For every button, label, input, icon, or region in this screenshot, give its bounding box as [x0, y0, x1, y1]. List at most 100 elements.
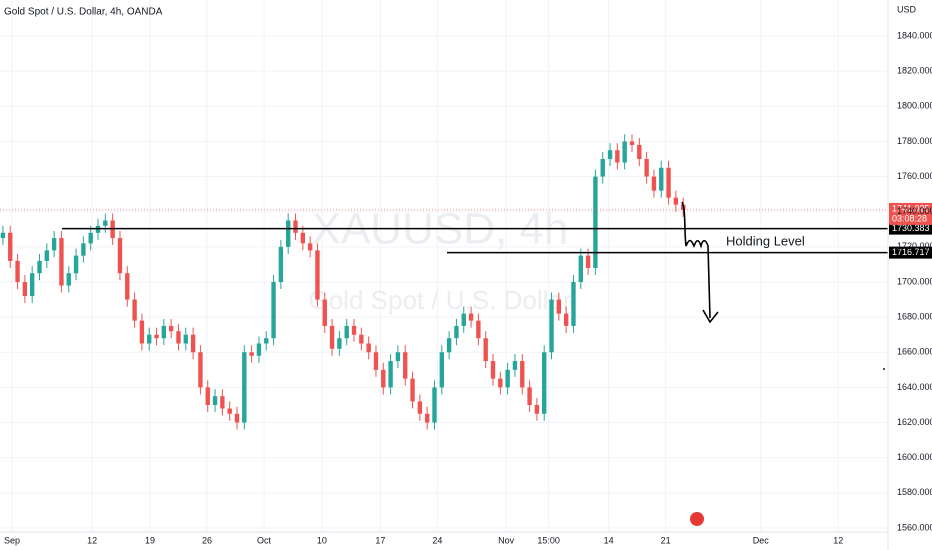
y-tick-label: 1680.000 [897, 312, 932, 322]
candle-body [359, 334, 364, 344]
candle-body [220, 396, 225, 409]
candle-body [651, 176, 657, 191]
candle-body [168, 325, 174, 332]
candle-body [242, 352, 247, 423]
candle-body [0, 232, 6, 239]
x-tick-label: Sep [4, 535, 20, 545]
candle-body [125, 273, 130, 300]
candle-body [183, 334, 188, 344]
candle-body [395, 352, 401, 362]
candle-body [432, 387, 437, 423]
candle-body [673, 197, 679, 205]
level-tag [889, 246, 932, 259]
candle-body [190, 334, 196, 353]
level-tag-label: 1730.383 [892, 223, 930, 233]
y-tick-label: 1780.000 [897, 136, 932, 146]
candle-body [29, 273, 35, 297]
candle-body [286, 220, 291, 247]
candle-body [637, 144, 642, 160]
x-tick-label: 19 [145, 535, 155, 545]
level-tag-label: 1716.717 [892, 247, 930, 257]
candle-body [234, 413, 240, 423]
candle-body [227, 408, 232, 414]
candle-body [322, 299, 327, 326]
candle-body [329, 325, 335, 349]
candle-body [249, 352, 254, 356]
last-price-label: 1741.025 [892, 203, 930, 213]
y-tick-label: 1560.000 [897, 522, 932, 532]
candle-body [351, 325, 357, 335]
candle-body [659, 167, 664, 191]
last-price-tag [889, 202, 932, 225]
hand-drawn-arrow [681, 201, 719, 324]
candle-body [629, 141, 635, 145]
candle-body [117, 238, 123, 274]
candle-body [315, 250, 320, 300]
x-tick-label: 12 [87, 535, 97, 545]
y-tick-label: 1720.000 [897, 241, 932, 251]
candle-body [666, 167, 671, 198]
candle-body [22, 281, 28, 297]
candle-body [468, 313, 474, 321]
candle-body [293, 220, 298, 233]
y-tick-label: 1840.000 [897, 30, 932, 40]
candle-body [161, 325, 167, 339]
level-tag [889, 222, 932, 235]
candle-body [593, 176, 598, 268]
candle-body [388, 361, 393, 388]
candle-body [37, 260, 42, 274]
candle-body [256, 343, 262, 356]
candle-body [212, 396, 218, 405]
candle-body [476, 320, 481, 339]
x-tick-label: Nov [498, 535, 515, 545]
event-icon[interactable] [690, 512, 704, 526]
annotation: Holding Level [726, 233, 805, 248]
chart-title: Gold Spot / U.S. Dollar, 4h, OANDA [4, 7, 163, 18]
x-tick-label: 26 [202, 535, 212, 545]
candle-body [556, 299, 562, 314]
candle-body [366, 343, 371, 353]
candle-body [600, 159, 605, 177]
candle-body [205, 387, 210, 405]
candle-body [15, 260, 20, 282]
candle-body [578, 255, 583, 282]
x-tick-label: 21 [661, 535, 671, 545]
candle-body [103, 220, 108, 226]
candle-body [132, 299, 137, 321]
candle-body [373, 352, 379, 370]
candle-body [8, 232, 13, 261]
candle-body [439, 352, 444, 388]
candle-body [622, 141, 627, 163]
x-tick-label: 10 [317, 535, 327, 545]
currency: USD [897, 4, 917, 14]
candle-body [264, 338, 269, 344]
candle-body [337, 338, 342, 349]
candle-body [483, 338, 488, 362]
y-tick-label: 1580.000 [897, 487, 932, 497]
y-tick-label: 1660.000 [897, 347, 932, 357]
candle-body [607, 150, 613, 160]
candle-body [176, 331, 181, 344]
candle-body [307, 243, 313, 251]
candle-body [198, 352, 203, 388]
candle-body [147, 334, 152, 344]
dot [883, 368, 885, 370]
candle-body [505, 369, 510, 388]
candle-body [344, 325, 349, 339]
candle-body [59, 238, 64, 286]
candle-body [585, 255, 591, 268]
candle-body [527, 387, 532, 405]
watermark-subtitle: Gold Spot / U.S. Dollar [309, 285, 572, 315]
x-tick-label: 15:00 [537, 535, 560, 545]
candle-body [410, 378, 415, 402]
candle-body [520, 361, 525, 388]
candle-body [534, 404, 540, 414]
candle-body [512, 361, 518, 370]
candle-body [461, 313, 466, 326]
x-tick-label: 24 [432, 535, 442, 545]
candle-body [81, 243, 86, 256]
candle-body [73, 255, 79, 274]
candle-body [403, 352, 408, 379]
x-tick-label: Dec [753, 535, 770, 545]
